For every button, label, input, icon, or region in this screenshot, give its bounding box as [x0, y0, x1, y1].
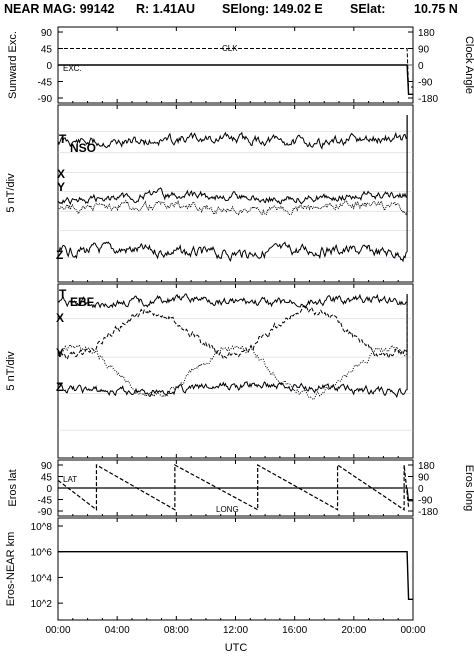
- y2tick-label: 90: [418, 473, 430, 484]
- series-lat: [58, 487, 413, 502]
- selat-value: 10.75 N: [414, 2, 458, 16]
- distance-label: R: 1.41AU: [136, 2, 196, 16]
- nso-series-z: [57, 114, 408, 263]
- clk-series-label: CLK: [222, 44, 238, 53]
- y2tick-label: 180: [418, 28, 435, 39]
- ytick-label: 0: [46, 61, 52, 72]
- log-tick-label: 10^6: [31, 548, 53, 559]
- nso-series-x: [57, 114, 408, 206]
- log-tick-label: 10^8: [31, 522, 53, 533]
- selong-label: SElong: 149.02 E: [222, 2, 323, 16]
- series-long: [57, 463, 410, 511]
- y2tick-label: 0: [418, 61, 424, 72]
- ytick-label: 45: [41, 45, 53, 56]
- plot-header: NEAR MAG: 99142 R: 1.41AU SElong: 149.02…: [0, 2, 474, 20]
- ebf-series-z: [57, 293, 408, 399]
- ebf-t-label: T: [59, 287, 67, 301]
- series-exc: [58, 64, 413, 96]
- x-tick-label: 20:00: [341, 625, 366, 636]
- exc-series-label: EXC.: [63, 64, 82, 73]
- ebf-z-label: Z: [56, 380, 63, 394]
- y2tick-label: -180: [418, 94, 438, 105]
- y2tick-label: -180: [418, 507, 438, 518]
- y2tick-label: 0: [418, 484, 424, 495]
- ytick-label: -45: [38, 78, 53, 89]
- ytick-label: 90: [41, 461, 53, 472]
- nso-series-t: [57, 114, 408, 150]
- x-tick-label: 04:00: [105, 625, 130, 636]
- lat-axis-title: Eros lat: [7, 469, 19, 506]
- ytick-label: -45: [38, 496, 53, 507]
- selat-label: SElat:: [350, 2, 386, 16]
- x-tick-label: 12:00: [223, 625, 248, 636]
- y2tick-label: 180: [418, 461, 435, 472]
- range-axis-title: Eros-NEAR km: [5, 532, 17, 607]
- ytick-label: -90: [38, 507, 53, 518]
- mission-label: NEAR MAG: 99142: [4, 2, 115, 16]
- x-tick-label: 00:00: [45, 625, 70, 636]
- nso-x-label: X: [57, 167, 65, 181]
- ytick-label: 0: [46, 484, 52, 495]
- series-range: [58, 551, 413, 600]
- y2tick-label: -90: [418, 496, 433, 507]
- panel-frame-4: [57, 517, 414, 621]
- y2-axis-title: Clock Angle: [463, 36, 474, 94]
- lat-series-label: LAT: [63, 475, 77, 484]
- log-tick-label: 10^2: [31, 599, 53, 610]
- series-clk: [58, 48, 413, 88]
- ebf-x-label: X: [56, 311, 64, 325]
- ebf-series-x: [57, 293, 408, 361]
- nso-y-label: Y: [57, 180, 65, 194]
- long-axis-title: Eros long: [463, 465, 474, 511]
- panel-frame-2: [57, 283, 414, 459]
- y-axis-title: Sunward Exc.: [7, 31, 19, 99]
- ytick-label: -90: [38, 94, 53, 105]
- nso-title: NSO: [70, 141, 96, 155]
- ebf-y-label: Y: [56, 346, 64, 360]
- x-tick-label: 08:00: [164, 625, 189, 636]
- y2tick-label: -90: [418, 78, 433, 89]
- x-tick-label: 00:00: [400, 625, 425, 636]
- ebf-series-t: [57, 293, 408, 309]
- x-tick-label: 16:00: [282, 625, 307, 636]
- y2tick-label: 90: [418, 45, 430, 56]
- ebf-y-axis-title: 5 nT/div: [5, 351, 17, 391]
- x-axis-title: UTC: [225, 642, 248, 654]
- long-series-label: LONG: [216, 505, 239, 514]
- log-tick-label: 10^4: [31, 573, 53, 584]
- nso-z-label: Z: [56, 248, 63, 262]
- ytick-label: 45: [41, 473, 53, 484]
- ebf-title: EBF: [70, 295, 94, 309]
- nso-t-label: T: [59, 132, 67, 146]
- nso-y-axis-title: 5 nT/div: [5, 173, 17, 213]
- ytick-label: 90: [41, 28, 53, 39]
